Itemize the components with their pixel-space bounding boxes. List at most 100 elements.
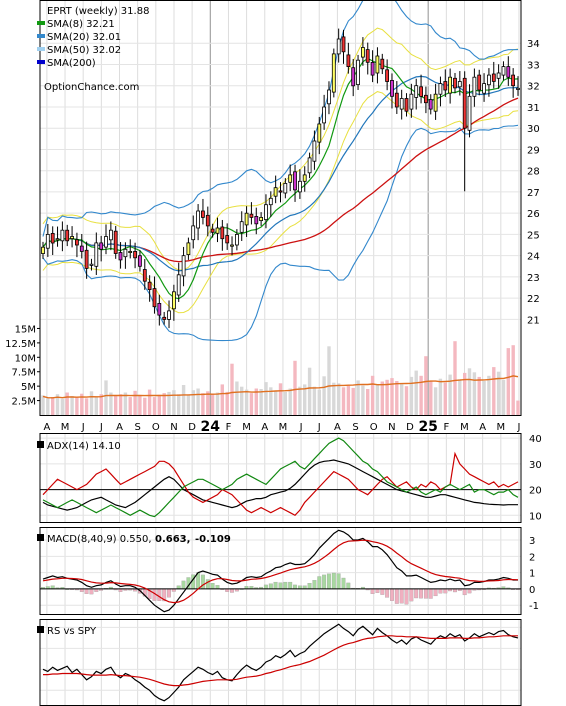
x-tick-label: A [116,422,123,433]
macd-histogram-bar [404,588,409,605]
volume-panel [37,327,520,415]
candle-body [186,242,191,255]
macd-histogram-bar [336,573,341,590]
price-grid [40,0,521,416]
adx-tick-label: 40 [529,434,542,445]
volume-bar [147,389,152,415]
volume-bar [172,390,176,415]
macd-histogram-bar [428,588,433,599]
volume-bar [424,356,428,415]
macd-tick-label: 0 [529,585,535,596]
candle-body [128,250,133,253]
macd-tick-label: 1 [529,569,535,580]
rs-label: RS vs SPY [47,626,97,637]
volume-bar [337,383,341,415]
volume-bar [458,379,462,415]
macd-label-part: -0.109 [195,534,231,545]
candle-body [273,187,278,197]
macd-label-part: MACD(8,40,9) 0.550, [47,534,152,545]
volume-bar [487,375,491,415]
candle-body [496,72,501,79]
x-tick-label: J [317,422,321,433]
candle-body [239,221,244,233]
volume-bar [269,387,273,415]
panel-frame [39,527,522,615]
candle-body [157,302,162,316]
x-tick-label: J [99,422,103,433]
macd-histogram-bar [433,588,438,597]
candle-body [268,197,273,206]
candle-body [375,55,380,74]
candle-body [220,226,225,240]
macd-histogram-bar [210,583,215,590]
macd-signal-line [42,539,519,604]
volume-bar [152,397,157,415]
volume-tick-label: 7.5M [11,368,36,379]
x-tick-label: A [334,422,341,433]
volume-bar [274,390,278,415]
macd-histogram-bar [443,588,448,594]
volume-bar [157,394,161,415]
price-panel [41,0,520,342]
candle-body [264,204,268,220]
price-tick-label: 26 [527,209,540,220]
candle-body [249,213,254,218]
volume-bar [240,386,244,415]
candle-body [254,215,259,225]
adx-line [42,459,518,511]
macd-tick-label: 2 [529,552,535,563]
price-tick-label: 33 [527,60,540,71]
volume-bar [65,392,69,415]
volume-bar [438,378,443,415]
candle-body [137,255,142,267]
volume-bar [230,363,234,415]
volume-bar [404,386,409,415]
x-tick-label: M [496,422,505,433]
candle-body [205,214,210,227]
candle-body [215,227,220,234]
macd-label-part: 0.663, [155,534,190,545]
candle-body [283,182,288,194]
candle-body [399,98,404,110]
x-tick-label: M [242,422,251,433]
macd-histogram-bar [293,584,297,590]
volume-average-line [42,375,519,399]
volume-bar [472,372,477,415]
volume-bar [356,380,360,415]
price-tick-label: 23 [527,273,540,284]
macd-histogram-bar [375,588,380,593]
volume-bar [366,389,370,415]
macd-histogram-bar [346,582,351,590]
candle-body [501,66,506,76]
macd-histogram-bar [181,580,186,590]
macd-histogram-bar [331,572,336,590]
candle-body [79,245,84,252]
macd-histogram-bar [268,583,273,590]
volume-bar [123,392,128,415]
candle-body [467,95,472,131]
volume-bar [167,391,171,415]
candle-body [419,86,424,97]
candle-body [50,232,55,244]
adx-panel: ADX(14) 14.10 [37,437,521,518]
price-tick-label: 31 [527,103,540,114]
volume-tick-label: 10M [15,353,36,364]
macd-histogram-bar [438,588,443,594]
x-tick-label: 25 [418,419,437,435]
legend-swatch [37,21,45,25]
candle-body [181,255,186,277]
lower-panels-grid [40,433,521,706]
macd-line [42,529,518,613]
candle-body [142,269,147,282]
volume-bar [133,390,137,415]
adx-tick-label: 30 [529,460,542,471]
candle-body [167,310,171,320]
volume-bar [433,387,438,415]
candle-body [356,59,360,86]
candle-body [341,36,346,53]
x-tick-label: A [261,422,268,433]
candle-body [230,244,234,247]
candle-body [55,238,60,241]
plus-di-line [42,451,519,517]
macd-histogram-bar [380,588,385,595]
